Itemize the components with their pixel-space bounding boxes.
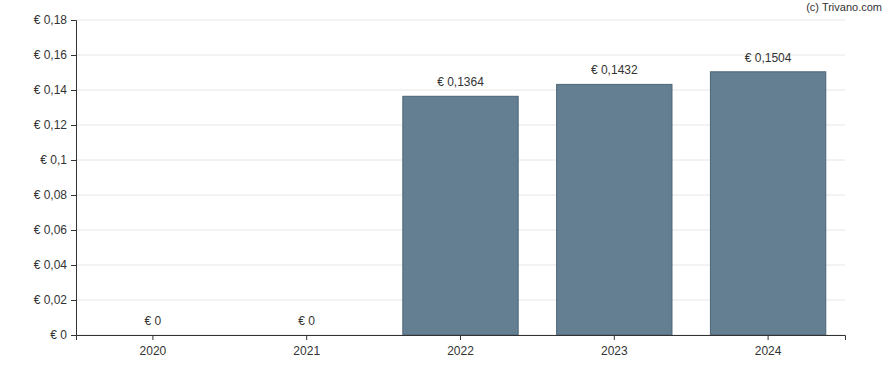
tick: 2024 <box>755 335 782 358</box>
tick-mark <box>71 55 76 56</box>
chart: € 0 € 0,02 € 0,04 € 0,06 € 0,08 € 0,1 € 0,12 € … <box>0 0 888 370</box>
y-axis: € 0 € 0,02 € 0,04 € 0,06 € 0,08 € 0,1 € 0,12 € … <box>34 13 77 342</box>
tick-label: € 0,02 <box>34 293 68 307</box>
tick-label: € 0,18 <box>34 13 68 27</box>
tick-label: € 0,04 <box>34 258 68 272</box>
tick-mark <box>71 230 76 231</box>
tick-label: 2024 <box>755 344 782 358</box>
tick-mark <box>71 160 76 161</box>
data-label: € 0 <box>298 314 315 328</box>
grid <box>76 20 845 335</box>
data-label: € 0,1364 <box>437 75 484 89</box>
bar <box>403 96 518 335</box>
bar <box>557 84 672 335</box>
bar <box>710 72 825 335</box>
tick: 2022 <box>447 335 474 358</box>
tick: € 0 <box>50 328 76 342</box>
tick-mark <box>71 90 76 91</box>
data-label: € 0 <box>145 314 162 328</box>
tick-mark <box>71 335 76 336</box>
tick-mark <box>71 125 76 126</box>
tick: € 0,12 <box>34 118 76 132</box>
tick-mark <box>460 335 461 340</box>
tick-mark <box>71 20 76 21</box>
tick: € 0,1 <box>40 153 76 167</box>
tick: 2021 <box>293 335 320 358</box>
axis-line <box>77 336 846 341</box>
bar <box>95 335 210 336</box>
data-labels: € 0 € 0 € 0,1364 € 0,1432 € 0,1504 <box>145 51 792 328</box>
tick-label: € 0,08 <box>34 188 68 202</box>
tick-mark <box>152 335 153 340</box>
annotation: (c) Trivano.com <box>806 1 882 13</box>
tick: € 0,02 <box>34 293 76 307</box>
tick-label: € 0,16 <box>34 48 68 62</box>
tick-label: € 0,06 <box>34 223 68 237</box>
tick-label: € 0,1 <box>40 153 67 167</box>
tick: € 0,16 <box>34 48 76 62</box>
tick-label: € 0,14 <box>34 83 68 97</box>
plot: € 0 € 0,02 € 0,04 € 0,06 € 0,08 € 0,1 € 0,12 € … <box>34 13 846 357</box>
tick-label: 2023 <box>601 344 628 358</box>
tick: € 0,06 <box>34 223 76 237</box>
tick-mark <box>71 300 76 301</box>
tick-mark <box>614 335 615 340</box>
axis-line <box>71 21 77 336</box>
x-axis: 2020 2021 2022 2023 2024 <box>77 335 846 358</box>
tick-label: 2022 <box>447 344 474 358</box>
tick: € 0,04 <box>34 258 76 272</box>
tick: € 0,08 <box>34 188 76 202</box>
bars <box>403 72 826 335</box>
grid-line <box>76 20 845 21</box>
tick: € 0,14 <box>34 83 76 97</box>
tick: € 0,18 <box>34 13 76 27</box>
tick-label: € 0 <box>50 328 67 342</box>
data-label: € 0,1504 <box>745 51 792 65</box>
tick-mark <box>306 335 307 340</box>
tick: 2020 <box>140 335 167 358</box>
bar <box>249 335 364 336</box>
tick-mark <box>768 335 769 340</box>
tick-mark <box>71 265 76 266</box>
data-label: € 0,1432 <box>591 63 638 77</box>
tick: 2023 <box>601 335 628 358</box>
tick-label: 2021 <box>293 344 320 358</box>
tick-mark <box>71 195 76 196</box>
grid-line <box>76 55 845 56</box>
tick-label: 2020 <box>140 344 167 358</box>
tick-label: € 0,12 <box>34 118 68 132</box>
